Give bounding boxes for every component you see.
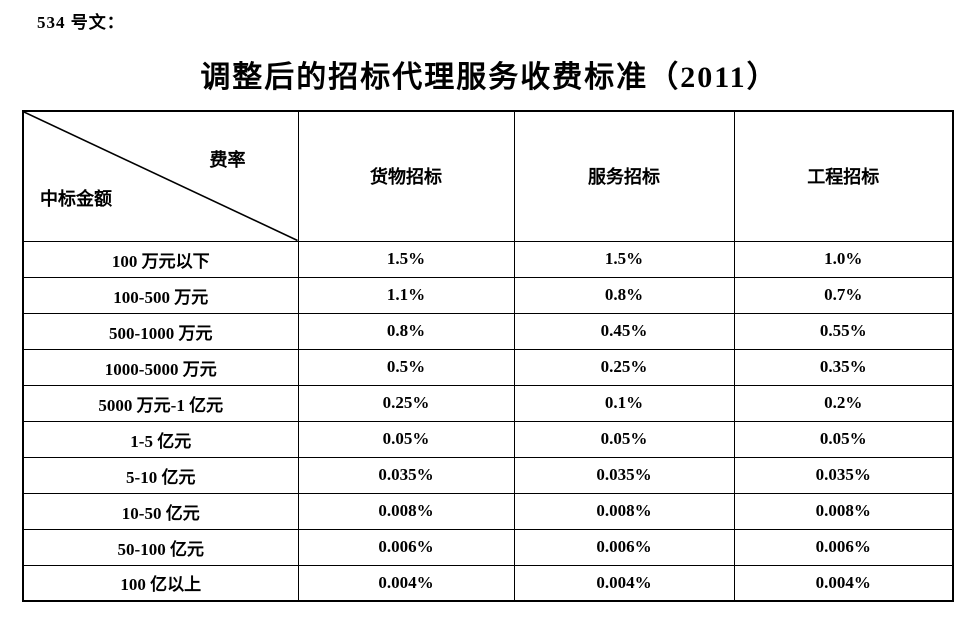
table-cell: 0.004%	[297, 564, 515, 602]
corner-label-rate: 费率	[209, 150, 246, 170]
row-label: 10-50 亿元	[22, 492, 299, 530]
table-cell: 1.1%	[297, 276, 515, 314]
table-row: 50-100 亿元 0.006% 0.006% 0.006%	[22, 528, 954, 566]
table-row: 10-50 亿元 0.008% 0.008% 0.008%	[22, 492, 954, 530]
table-cell: 0.25%	[297, 384, 515, 422]
table-cell: 0.1%	[513, 384, 735, 422]
table-cell: 0.008%	[733, 492, 954, 530]
page-title: 调整后的招标代理服务收费标准（2011）	[200, 61, 779, 94]
table-cell: 0.035%	[513, 456, 735, 494]
table-row: 5000 万元-1 亿元 0.25% 0.1% 0.2%	[22, 384, 954, 422]
diagonal-divider-line	[24, 112, 298, 241]
row-label: 100-500 万元	[22, 276, 299, 314]
table-cell: 0.25%	[513, 348, 735, 386]
table-cell: 0.004%	[513, 564, 735, 602]
fee-rate-table: 费率 中标金额 货物招标 服务招标 工程招标 100 万元以下 1.5% 1.5…	[22, 110, 954, 602]
table-cell: 1.5%	[297, 240, 515, 278]
table-row: 100 亿以上 0.004% 0.004% 0.004%	[22, 564, 954, 602]
column-header-engineering: 工程招标	[733, 110, 954, 242]
table-cell: 0.2%	[733, 384, 954, 422]
table-cell: 0.006%	[297, 528, 515, 566]
row-label: 100 万元以下	[22, 240, 299, 278]
table-cell: 0.8%	[513, 276, 735, 314]
column-header-services: 服务招标	[513, 110, 735, 242]
table-cell: 0.004%	[733, 564, 954, 602]
table-cell: 0.006%	[733, 528, 954, 566]
table-cell: 0.006%	[513, 528, 735, 566]
corner-header-cell: 费率 中标金额	[22, 110, 299, 242]
row-label: 5-10 亿元	[22, 456, 299, 494]
column-header-goods: 货物招标	[297, 110, 515, 242]
table-row: 1-5 亿元 0.05% 0.05% 0.05%	[22, 420, 954, 458]
table-cell: 0.008%	[513, 492, 735, 530]
table-row: 500-1000 万元 0.8% 0.45% 0.55%	[22, 312, 954, 350]
table-cell: 0.55%	[733, 312, 954, 350]
table-cell: 0.008%	[297, 492, 515, 530]
table-cell: 0.7%	[733, 276, 954, 314]
row-label: 500-1000 万元	[22, 312, 299, 350]
table-cell: 0.8%	[297, 312, 515, 350]
table-row: 1000-5000 万元 0.5% 0.25% 0.35%	[22, 348, 954, 386]
table-cell: 0.05%	[297, 420, 515, 458]
table-cell: 0.05%	[513, 420, 735, 458]
table-row: 5-10 亿元 0.035% 0.035% 0.035%	[22, 456, 954, 494]
table-cell: 1.5%	[513, 240, 735, 278]
doc-number: 534 号文：	[37, 13, 125, 32]
table-cell: 0.45%	[513, 312, 735, 350]
corner-label-amount: 中标金额	[40, 188, 112, 209]
row-label: 50-100 亿元	[22, 528, 299, 566]
row-label: 1-5 亿元	[22, 420, 299, 458]
table-cell: 0.35%	[733, 348, 954, 386]
row-label: 100 亿以上	[22, 564, 299, 602]
table-cell: 0.035%	[733, 456, 954, 494]
table-cell: 0.05%	[733, 420, 954, 458]
row-label: 1000-5000 万元	[22, 348, 299, 386]
header-row: 费率 中标金额 货物招标 服务招标 工程招标	[22, 110, 954, 242]
table-row: 100-500 万元 1.1% 0.8% 0.7%	[22, 276, 954, 314]
table-cell: 0.035%	[297, 456, 515, 494]
table-row: 100 万元以下 1.5% 1.5% 1.0%	[22, 240, 954, 278]
table-cell: 1.0%	[733, 240, 954, 278]
row-label: 5000 万元-1 亿元	[22, 384, 299, 422]
table-cell: 0.5%	[297, 348, 515, 386]
